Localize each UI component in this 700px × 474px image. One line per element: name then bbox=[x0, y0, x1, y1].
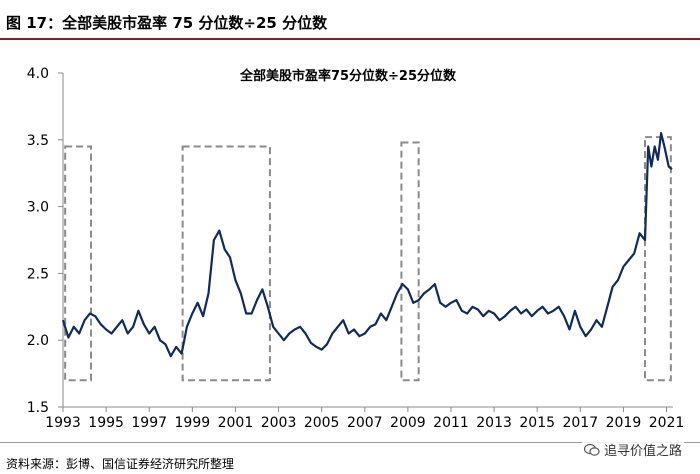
x-tick-label: 1993 bbox=[45, 415, 81, 431]
x-tick-label: 1999 bbox=[175, 415, 211, 431]
highlight-box bbox=[64, 145, 93, 382]
x-tick-label: 2011 bbox=[433, 415, 469, 431]
x-tick-label: 2021 bbox=[649, 415, 685, 431]
line-chart: 全部美股市盈率75分位数÷25分位数 1.5 2.0 2.5 3.0 3.5 4.0 19… bbox=[27, 66, 685, 431]
x-tick-label: 2005 bbox=[304, 415, 340, 431]
x-tick-label: 2009 bbox=[390, 415, 426, 431]
y-tick-label: 3.5 bbox=[27, 133, 49, 149]
watermark: 追寻价值之路 bbox=[581, 440, 684, 461]
x-tick-label: 2007 bbox=[347, 415, 383, 431]
x-tick-label: 1995 bbox=[88, 415, 124, 431]
x-tick-labels: 1993 1995 1997 1999 2001 2003 2005 2007 2009 2011… bbox=[45, 415, 684, 431]
x-tick-label: 2015 bbox=[519, 415, 555, 431]
x-tick-label: 2001 bbox=[218, 415, 254, 431]
figure-header: 图 17：全部美股市盈率 75 分位数÷25 分位数 bbox=[0, 0, 700, 40]
x-tick-label: 2013 bbox=[476, 415, 512, 431]
highlight-box bbox=[643, 136, 672, 382]
source-note: 资料来源：彭博、国信证券经济研究所整理 bbox=[6, 457, 235, 471]
y-tick-label: 4.0 bbox=[27, 66, 49, 82]
highlight-box bbox=[181, 145, 271, 382]
highlight-box bbox=[400, 141, 420, 382]
x-tick-label: 2017 bbox=[562, 415, 598, 431]
figure-footer: 资料来源：彭博、国信证券经济研究所整理 追寻价值之路 bbox=[0, 440, 700, 474]
x-tick-label: 2019 bbox=[606, 415, 642, 431]
title-rule bbox=[0, 38, 700, 40]
y-tick-label: 3.0 bbox=[27, 200, 49, 216]
wechat-icon bbox=[583, 443, 600, 461]
y-tick-label: 2.5 bbox=[27, 266, 49, 282]
axes bbox=[58, 72, 673, 412]
footer-rule bbox=[0, 442, 700, 443]
y-tick-label: 1.5 bbox=[27, 400, 49, 416]
y-tick-labels: 1.5 2.0 2.5 3.0 3.5 4.0 bbox=[27, 66, 49, 416]
figure-title: 图 17：全部美股市盈率 75 分位数÷25 分位数 bbox=[6, 14, 328, 32]
series-line bbox=[61, 132, 673, 358]
x-tick-label: 1997 bbox=[131, 415, 167, 431]
chart-title: 全部美股市盈率75分位数÷25分位数 bbox=[239, 68, 457, 84]
y-tick-label: 2.0 bbox=[27, 333, 49, 349]
highlight-boxes bbox=[64, 136, 672, 382]
watermark-text: 追寻价值之路 bbox=[603, 444, 682, 459]
x-tick-label: 2003 bbox=[261, 415, 297, 431]
